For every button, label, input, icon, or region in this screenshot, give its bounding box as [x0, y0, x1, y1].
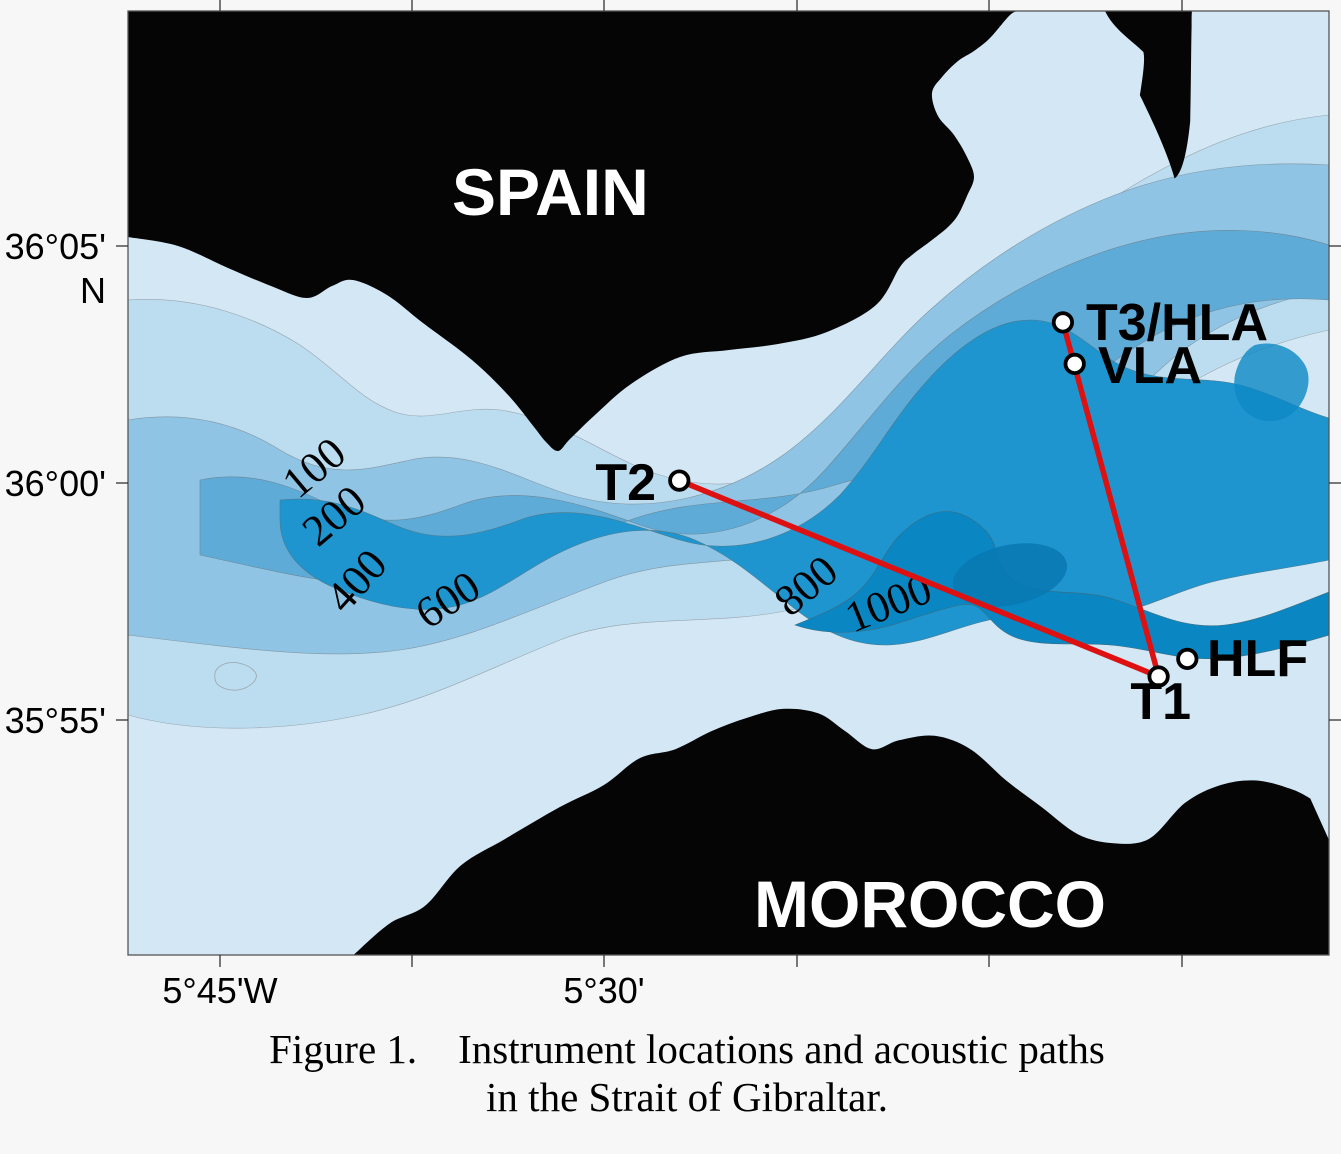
- svg-text:MOROCCO: MOROCCO: [754, 867, 1106, 941]
- svg-text:N: N: [80, 270, 106, 311]
- svg-text:VLA: VLA: [1098, 337, 1202, 395]
- svg-text:35°55': 35°55': [5, 700, 106, 741]
- svg-text:HLF: HLF: [1207, 630, 1308, 688]
- svg-text:5°30': 5°30': [563, 970, 644, 1011]
- svg-text:5°45'W: 5°45'W: [162, 970, 277, 1011]
- svg-text:T2: T2: [595, 454, 656, 512]
- svg-text:36°00': 36°00': [5, 463, 106, 504]
- svg-text:T1: T1: [1130, 673, 1191, 731]
- svg-text:Figure 1. Instrument location: Figure 1. Instrument locations and acous…: [269, 1026, 1105, 1072]
- svg-text:36°05': 36°05': [5, 226, 106, 267]
- svg-text:in the Strait of Gibraltar.: in the Strait of Gibraltar.: [486, 1074, 888, 1120]
- svg-text:SPAIN: SPAIN: [452, 155, 649, 229]
